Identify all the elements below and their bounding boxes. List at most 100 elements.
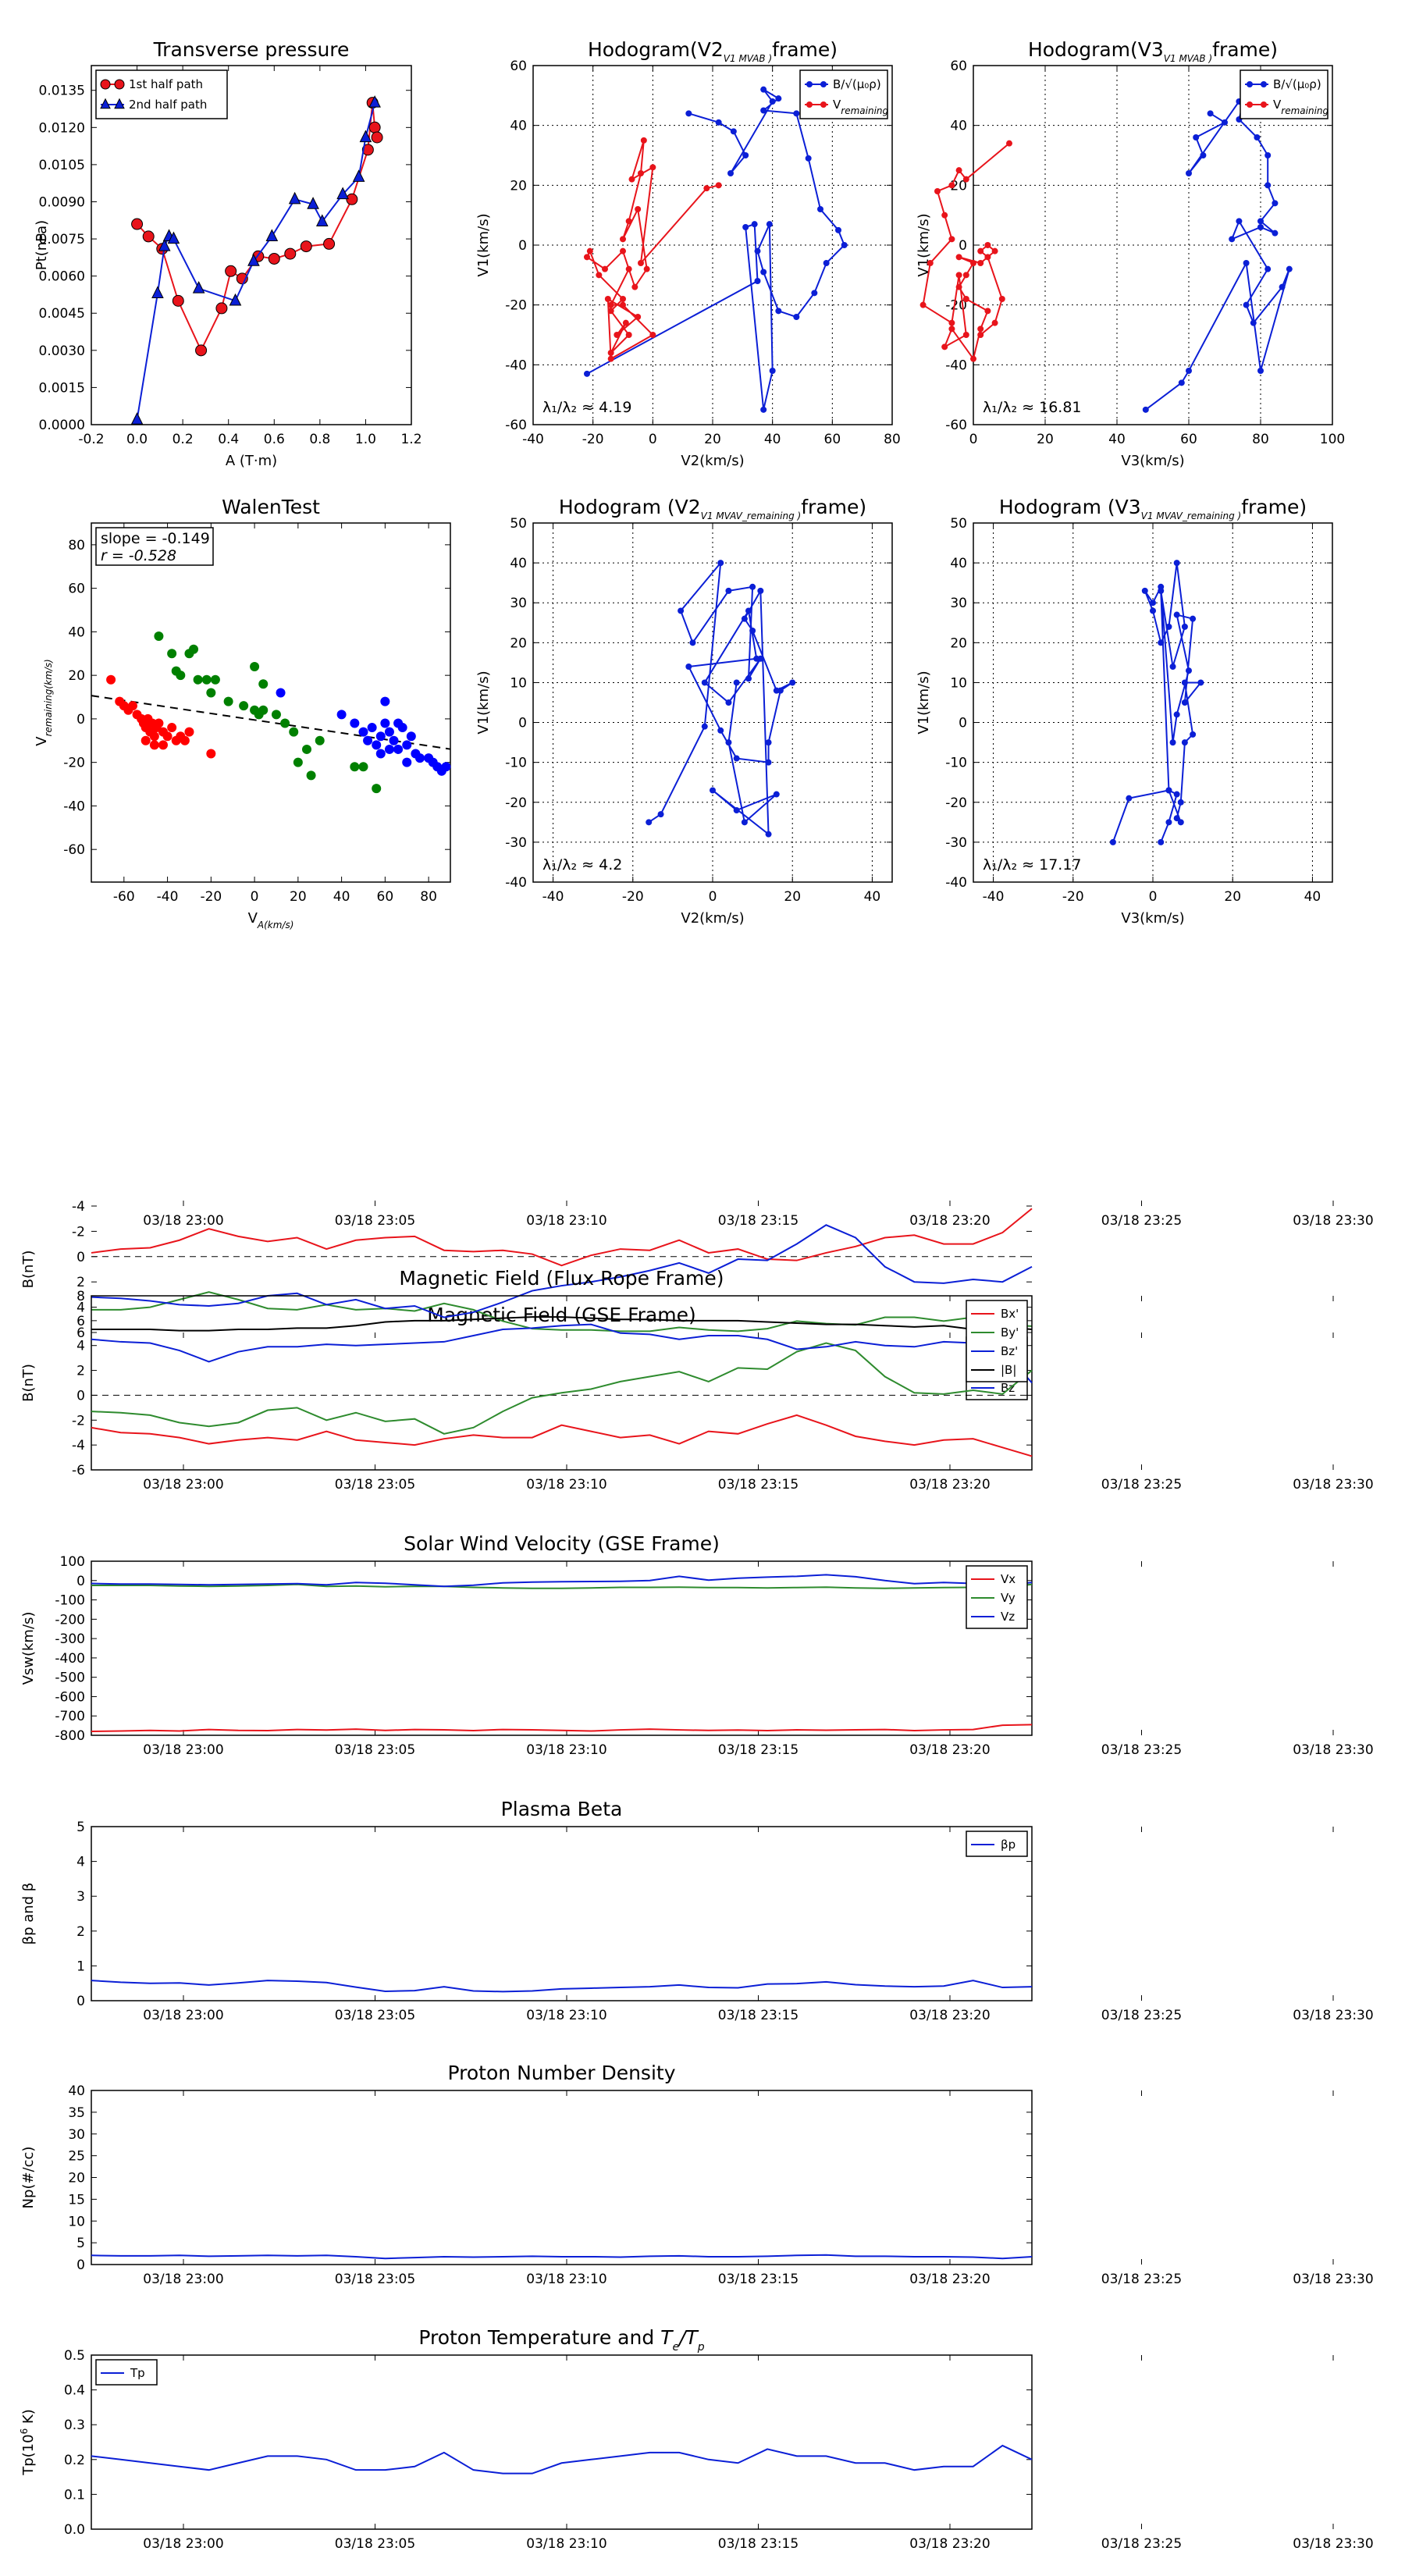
x-tick-label: 03/18 23:00 — [143, 2272, 223, 2287]
data-point — [193, 674, 203, 685]
y-tick-label: 25 — [68, 2149, 85, 2165]
x-tick-label: 03/18 23:25 — [1101, 2536, 1182, 2552]
x-tick-label: 03/18 23:15 — [718, 1477, 799, 1493]
y-tick-label: 0.4 — [64, 2383, 85, 2399]
data-point — [350, 762, 360, 772]
data-point — [841, 242, 848, 248]
x-tick-label: 03/18 23:05 — [335, 1742, 415, 1758]
data-point — [1158, 587, 1165, 594]
series-line — [91, 1224, 1033, 1318]
data-point — [970, 260, 976, 266]
chart-title: Hodogram(V3V1 MVAB )frame) — [1028, 38, 1278, 64]
y-tick-label: 0.0090 — [39, 194, 85, 210]
x-tick-label: -20 — [200, 889, 222, 905]
x-axis-label: VA(km/s) — [248, 910, 294, 930]
y-tick-label: -200 — [55, 1612, 85, 1628]
x-tick-label: 03/18 23:10 — [526, 2008, 606, 2023]
y-tick-label: -40 — [505, 875, 527, 891]
y-tick-label: 0.5 — [64, 2348, 85, 2364]
data-point — [323, 237, 336, 250]
data-point — [368, 121, 381, 133]
data-point — [977, 247, 984, 254]
x-tick-label: -40 — [983, 889, 1005, 905]
y-tick-label: -10 — [945, 756, 967, 771]
data-point — [1243, 301, 1250, 308]
data-point — [1141, 587, 1148, 594]
y-tick-label: 0.0135 — [39, 84, 85, 99]
y-axis-label: Vremaining(km/s) — [34, 659, 54, 745]
legend-marker — [114, 98, 125, 109]
data-point — [372, 740, 382, 750]
x-tick-label: 03/18 23:05 — [335, 2536, 415, 2552]
x-tick-label: 1.0 — [355, 432, 376, 447]
y-tick-label: -500 — [55, 1670, 85, 1686]
x-tick-label: -20 — [1062, 889, 1084, 905]
data-point — [625, 265, 632, 272]
data-point — [793, 314, 800, 320]
data-point — [835, 226, 841, 233]
data-point — [998, 296, 1005, 302]
data-point — [363, 735, 373, 745]
y-tick-label: 0 — [76, 1994, 85, 2009]
data-point — [288, 191, 301, 205]
y-tick-label: 6 — [76, 1314, 85, 1329]
y-tick-label: 0.0000 — [39, 418, 85, 433]
data-point — [247, 254, 260, 266]
data-point — [760, 107, 767, 114]
data-point — [1190, 731, 1197, 738]
x-tick-label: 03/18 23:00 — [143, 2536, 223, 2552]
data-point — [614, 332, 621, 338]
data-point — [622, 319, 629, 326]
data-point — [955, 254, 962, 261]
data-point — [149, 731, 159, 742]
legend-label: 2nd half path — [129, 98, 207, 112]
timeseries-tp: Proton Temperature and Te/Tp 0.0 0.1 0.2 0.3… — [19, 2326, 1374, 2552]
y-tick-label: 60 — [68, 582, 85, 597]
y-tick-label: 20 — [68, 668, 85, 684]
y-tick-label: 0 — [76, 1250, 85, 1265]
data-point — [725, 587, 732, 594]
data-point — [984, 308, 991, 315]
data-point — [753, 655, 760, 662]
x-tick-label: 03/18 23:15 — [718, 2272, 799, 2287]
data-point — [649, 332, 656, 338]
y-tick-label: 2 — [76, 1364, 85, 1379]
y-tick-label: 1 — [76, 1959, 85, 1974]
y-tick-label: -4 — [72, 1438, 85, 1453]
data-point — [625, 332, 632, 338]
y-tick-label: -60 — [945, 418, 967, 433]
x-tick-label: 20 — [704, 432, 721, 447]
data-point — [306, 770, 316, 781]
data-point — [811, 290, 818, 297]
y-tick-label: 20 — [510, 635, 527, 651]
data-point — [393, 718, 404, 728]
data-point — [1272, 200, 1279, 207]
data-point — [640, 137, 647, 144]
data-point — [315, 735, 325, 745]
stats-box — [95, 527, 214, 566]
data-point — [167, 649, 177, 659]
data-point — [749, 583, 756, 590]
y-axis-label: βp and β — [20, 1883, 37, 1945]
data-point — [628, 176, 635, 183]
data-point — [1279, 283, 1286, 290]
x-tick-label: 03/18 23:15 — [718, 1742, 799, 1758]
data-point — [703, 185, 710, 192]
y-tick-label: 0.0 — [64, 2522, 85, 2538]
chart-h1: Hodogram(V2V1 MVAB )frame) -40 -20 0 20 40 60 8… — [475, 38, 901, 469]
data-point — [223, 696, 233, 706]
data-point — [201, 674, 212, 685]
x-tick-label: 03/18 23:05 — [335, 1477, 415, 1493]
data-point — [631, 283, 638, 290]
data-point — [1142, 406, 1149, 413]
data-point — [607, 355, 614, 362]
y-tick-label: 0.0060 — [39, 269, 85, 285]
data-point — [775, 95, 782, 102]
data-point — [380, 718, 390, 728]
y-tick-label: 0 — [76, 1388, 85, 1404]
y-axis-label: V1(km/s) — [916, 671, 932, 734]
y-tick-label: 0.0105 — [39, 158, 85, 173]
x-tick-label: 03/18 23:00 — [143, 1477, 223, 1493]
data-point — [131, 218, 144, 230]
x-axis-label: V2(km/s) — [681, 453, 744, 469]
